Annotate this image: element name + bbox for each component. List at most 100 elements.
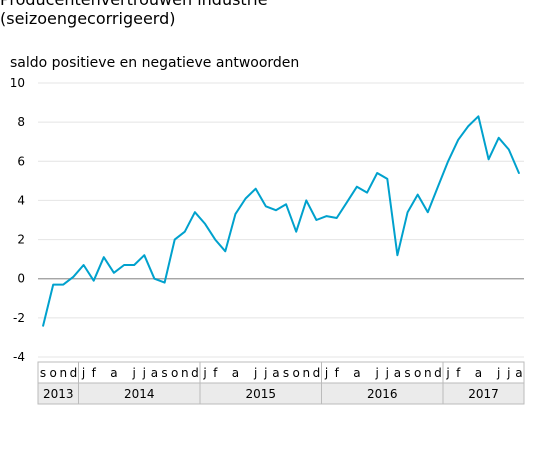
data-point <box>42 325 44 327</box>
data-point <box>275 209 277 211</box>
month-tick-label: j <box>324 366 328 380</box>
month-tick-label: j <box>253 366 257 380</box>
y-tick-label: 0 <box>17 272 25 286</box>
year-axis-band <box>37 382 525 405</box>
month-tick-label: s <box>40 366 46 380</box>
month-tick-label: j <box>81 366 85 380</box>
month-tick-label: a <box>151 366 158 380</box>
month-tick-label: s <box>161 366 167 380</box>
series-line <box>42 115 520 327</box>
month-tick-label: s <box>283 366 289 380</box>
data-point <box>83 264 85 266</box>
data-point <box>336 217 338 219</box>
data-point <box>214 239 216 241</box>
y-tick-label: 6 <box>17 154 25 168</box>
month-tick-label: d <box>70 366 78 380</box>
data-point <box>417 194 419 196</box>
month-tick-label: j <box>142 366 146 380</box>
y-tick-label: 10 <box>10 76 25 90</box>
data-point <box>437 186 439 188</box>
data-point <box>113 272 115 274</box>
data-point <box>427 211 429 213</box>
month-tick-label: f <box>456 366 461 380</box>
month-tick-label: j <box>375 366 379 380</box>
month-tick-label: o <box>50 366 57 380</box>
month-tick-label: o <box>171 366 178 380</box>
year-tick-label: 2014 <box>124 387 155 401</box>
data-point <box>467 125 469 127</box>
y-tick-label: -2 <box>13 311 25 325</box>
data-point <box>407 211 409 213</box>
data-point <box>315 219 317 221</box>
data-point <box>508 149 510 151</box>
data-point <box>305 199 307 201</box>
data-point <box>133 264 135 266</box>
month-tick-label: f <box>213 366 218 380</box>
month-tick-label: j <box>385 366 389 380</box>
data-point <box>386 178 388 180</box>
month-tick-label: n <box>424 366 432 380</box>
data-point <box>174 239 176 241</box>
data-point <box>224 250 226 252</box>
chart-title-line2: (seizoengecorrigeerd) <box>0 9 176 28</box>
month-tick-label: a <box>232 366 239 380</box>
data-point <box>153 278 155 280</box>
month-tick-label: a <box>272 366 279 380</box>
data-point <box>498 137 500 139</box>
month-tick-label: n <box>60 366 68 380</box>
y-tick-label: 4 <box>17 193 25 207</box>
data-point <box>488 158 490 160</box>
month-tick-label: j <box>132 366 136 380</box>
data-point <box>164 282 166 284</box>
data-point <box>103 256 105 258</box>
year-tick-label: 2017 <box>468 387 499 401</box>
y-tick-label: 8 <box>17 115 25 129</box>
data-point <box>477 115 479 117</box>
data-point <box>234 213 236 215</box>
year-tick-label: 2013 <box>43 387 74 401</box>
month-tick-label: a <box>475 366 482 380</box>
data-point <box>346 201 348 203</box>
month-tick-label: a <box>353 366 360 380</box>
data-point <box>255 188 257 190</box>
month-tick-label: a <box>515 366 522 380</box>
data-point <box>265 205 267 207</box>
month-tick-label: j <box>506 366 510 380</box>
month-tick-label: f <box>92 366 97 380</box>
data-point <box>285 203 287 205</box>
month-tick-label: d <box>313 366 321 380</box>
data-point <box>396 254 398 256</box>
data-point <box>72 276 74 278</box>
data-point <box>376 172 378 174</box>
month-tick-label: f <box>335 366 340 380</box>
month-tick-label: o <box>293 366 300 380</box>
year-tick-label: 2016 <box>367 387 398 401</box>
data-point <box>356 186 358 188</box>
data-point <box>143 254 145 256</box>
data-point <box>52 284 54 286</box>
data-point <box>204 223 206 225</box>
data-point <box>123 264 125 266</box>
month-tick-label: d <box>191 366 199 380</box>
data-point <box>366 192 368 194</box>
y-tick-label: 2 <box>17 233 25 247</box>
month-tick-label: j <box>445 366 449 380</box>
month-tick-label: o <box>414 366 421 380</box>
month-tick-label: j <box>263 366 267 380</box>
year-tick-label: 2015 <box>245 387 276 401</box>
month-tick-label: d <box>434 366 442 380</box>
data-point <box>184 231 186 233</box>
data-point <box>326 215 328 217</box>
data-point <box>93 280 95 282</box>
data-point <box>447 160 449 162</box>
month-tick-label: j <box>496 366 500 380</box>
chart-title-line1: Producentenvertrouwen industrie <box>0 0 268 9</box>
y-tick-label: -4 <box>13 350 25 364</box>
month-tick-label: s <box>404 366 410 380</box>
month-tick-label: n <box>303 366 311 380</box>
data-point <box>295 231 297 233</box>
data-point <box>245 197 247 199</box>
data-point <box>457 139 459 141</box>
chart-title: Producentenvertrouwen industrie (seizoen… <box>0 0 268 28</box>
